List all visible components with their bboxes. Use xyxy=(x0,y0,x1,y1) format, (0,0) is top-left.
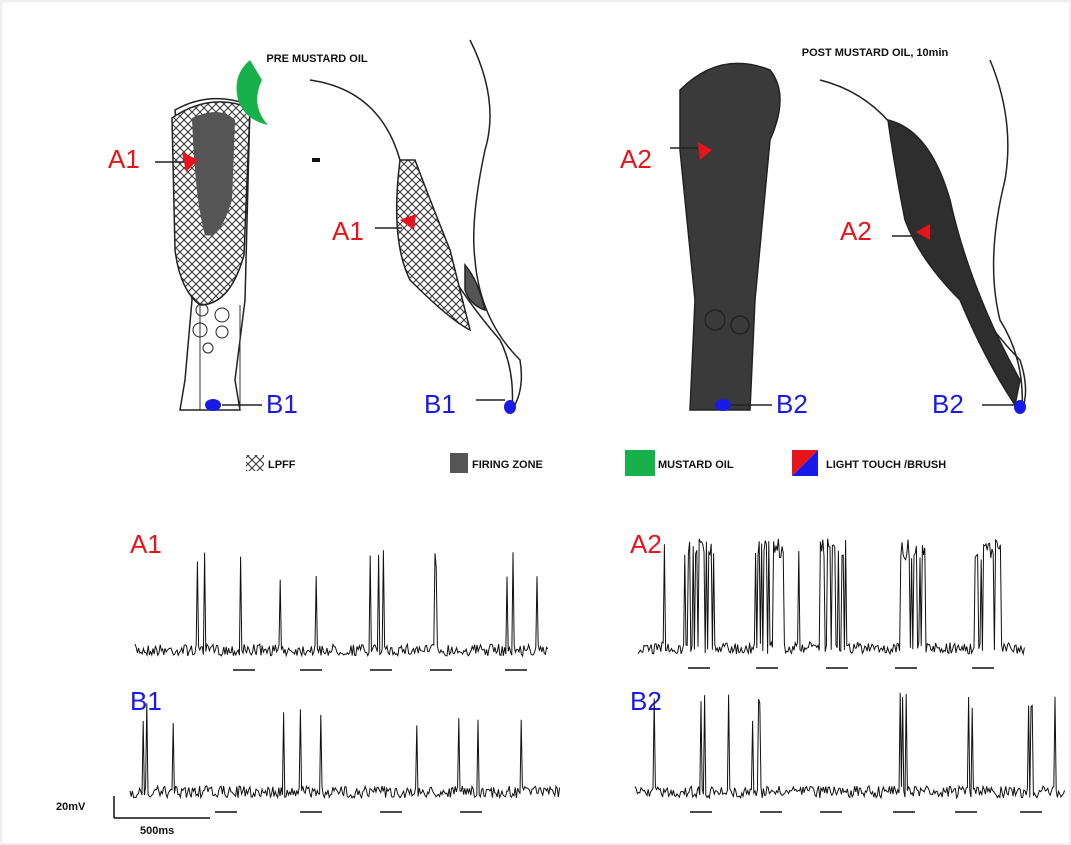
site-label: B2 xyxy=(932,389,964,419)
site-label: B2 xyxy=(776,389,808,419)
site-label: A2 xyxy=(620,144,652,174)
legend-label: LPFF xyxy=(268,459,296,471)
legend-label: LIGHT TOUCH /BRUSH xyxy=(826,459,946,471)
legend-swatch xyxy=(625,450,655,476)
trace-label: B1 xyxy=(130,686,162,716)
legend-label: MUSTARD OIL xyxy=(658,459,734,471)
trace-label: A1 xyxy=(130,529,162,559)
scale-time: 500ms xyxy=(140,825,174,837)
panel-title: PRE MUSTARD OIL xyxy=(266,53,368,65)
legend-label: FIRING ZONE xyxy=(472,459,543,471)
site-label: B1 xyxy=(424,389,456,419)
legend-swatch xyxy=(450,453,468,473)
site-label: A1 xyxy=(332,216,364,246)
trace-label: A2 xyxy=(630,529,662,559)
site-label: B1 xyxy=(266,389,298,419)
figure: PRE MUSTARD OIL POST MUSTARD OIL, 10min … xyxy=(0,0,1071,845)
site-label: A1 xyxy=(108,144,140,174)
scale-voltage: 20mV xyxy=(56,801,86,813)
trace-label: B2 xyxy=(630,686,662,716)
panel-title: POST MUSTARD OIL, 10min xyxy=(802,47,949,59)
dash xyxy=(312,158,320,162)
frame xyxy=(1,1,1070,844)
legend-swatch xyxy=(246,455,264,471)
site-label: A2 xyxy=(840,216,872,246)
